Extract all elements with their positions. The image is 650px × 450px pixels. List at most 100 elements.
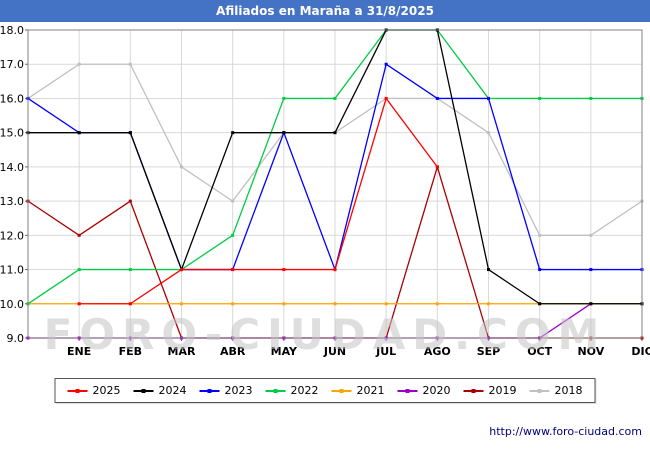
legend-label-2021: 2021 (356, 384, 385, 397)
y-tick-label: 16.0 (0, 92, 24, 105)
series-point-2019 (128, 199, 132, 203)
series-point-2025 (384, 96, 388, 100)
x-tick-label: NOV (577, 345, 604, 358)
legend: 2025 2024 2023 2022 2021 2020 2019 2018 (54, 378, 596, 403)
legend-item-2023: 2023 (199, 384, 253, 397)
legend-marker-2025 (75, 388, 80, 393)
series-point-2024 (77, 131, 81, 135)
legend-swatch-2018 (529, 388, 550, 393)
series-point-2022 (333, 96, 337, 100)
legend-swatch-2022 (265, 388, 286, 393)
series-point-2024 (231, 131, 235, 135)
legend-label-2019: 2019 (488, 384, 517, 397)
x-tick-label: FEB (119, 345, 142, 358)
series-point-2018 (589, 233, 593, 237)
chart-title: Afiliados en Maraña a 31/8/2025 (216, 4, 434, 18)
series-point-2021 (282, 302, 286, 306)
legend-item-2025: 2025 (67, 384, 121, 397)
series-point-2023 (384, 62, 388, 66)
y-tick-label: 15.0 (0, 127, 24, 140)
series-point-2018 (77, 62, 81, 66)
y-tick-label: 9.0 (7, 332, 25, 345)
series-point-2024 (333, 131, 337, 135)
x-tick-label: AGO (424, 345, 451, 358)
y-tick-label: 12.0 (0, 229, 24, 242)
plot-border (27, 29, 643, 339)
series-point-2021 (333, 302, 337, 306)
x-tick-label: OCT (527, 345, 552, 358)
series-point-2024 (538, 302, 542, 306)
series-point-2022 (538, 96, 542, 100)
line-chart-plot: 9.0 10.0 11.0 12.0 13.0 14.0 15.0 16.0 17.0 18.0 E… (0, 24, 650, 358)
legend-label-2025: 2025 (92, 384, 121, 397)
series-point-2018 (180, 165, 183, 169)
x-tick-label: JUN (323, 345, 346, 358)
series-point-2025 (333, 268, 337, 272)
series-point-2024 (487, 268, 490, 272)
series-point-2024 (128, 131, 132, 135)
legend-label-2020: 2020 (422, 384, 451, 397)
series-point-2025 (435, 165, 439, 169)
legend-item-2020: 2020 (397, 384, 451, 397)
legend-label-2023: 2023 (224, 384, 253, 397)
series-point-2025 (231, 268, 235, 272)
series-point-2022 (77, 268, 81, 272)
series-point-2022 (589, 96, 593, 100)
y-tick-label: 10.0 (0, 298, 24, 311)
legend-item-2018: 2018 (529, 384, 583, 397)
series-point-2019 (77, 233, 81, 237)
legend-marker-2019 (471, 388, 476, 393)
x-tick-label: MAY (271, 345, 298, 358)
legend-label-2022: 2022 (290, 384, 319, 397)
series-point-2025 (128, 302, 132, 306)
x-tick-label: JUL (375, 345, 396, 358)
series-point-2021 (180, 302, 183, 306)
footer-url[interactable]: http://www.foro-ciudad.com (489, 425, 642, 438)
series-point-2023 (589, 268, 593, 272)
legend-marker-2024 (141, 388, 146, 393)
legend-label-2018: 2018 (554, 384, 583, 397)
x-tick-label: ENE (67, 345, 91, 358)
legend-swatch-2020 (397, 388, 418, 393)
legend-swatch-2024 (133, 388, 154, 393)
series-point-2022 (231, 233, 235, 237)
series-point-2021 (231, 302, 235, 306)
series-point-2023 (435, 96, 439, 100)
series-point-2025 (282, 268, 286, 272)
y-tick-label: 14.0 (0, 161, 24, 174)
series-point-2023 (538, 268, 542, 272)
series-point-2021 (384, 302, 388, 306)
legend-item-2019: 2019 (463, 384, 517, 397)
legend-swatch-2021 (331, 388, 352, 393)
series-line-2025 (79, 97, 438, 305)
series-point-2025 (77, 302, 81, 306)
series-point-2024 (282, 131, 286, 135)
y-tick-label: 11.0 (0, 264, 24, 277)
legend-marker-2022 (273, 388, 278, 393)
x-tick-label: MAR (168, 345, 196, 358)
series-point-2022 (128, 268, 132, 272)
series-point-2025 (180, 268, 183, 272)
legend-swatch-2019 (463, 388, 484, 393)
y-tick-label: 18.0 (0, 24, 24, 37)
legend-item-2021: 2021 (331, 384, 385, 397)
legend-item-2022: 2022 (265, 384, 319, 397)
x-tick-label: SEP (477, 345, 501, 358)
series-point-2021 (487, 302, 490, 306)
legend-marker-2023 (207, 388, 212, 393)
legend-marker-2020 (405, 388, 410, 393)
series-point-2018 (128, 62, 132, 66)
series-point-2018 (231, 199, 235, 203)
series-point-2023 (487, 96, 490, 100)
legend-label-2024: 2024 (158, 384, 187, 397)
legend-swatch-2023 (199, 388, 220, 393)
x-tick-label: DIC (631, 345, 650, 358)
legend-marker-2021 (339, 388, 344, 393)
legend-item-2024: 2024 (133, 384, 187, 397)
y-tick-label: 13.0 (0, 195, 24, 208)
legend-marker-2018 (537, 388, 542, 393)
series-point-2021 (435, 302, 439, 306)
series-point-2024 (589, 302, 593, 306)
chart-title-bar: Afiliados en Maraña a 31/8/2025 (0, 0, 650, 22)
